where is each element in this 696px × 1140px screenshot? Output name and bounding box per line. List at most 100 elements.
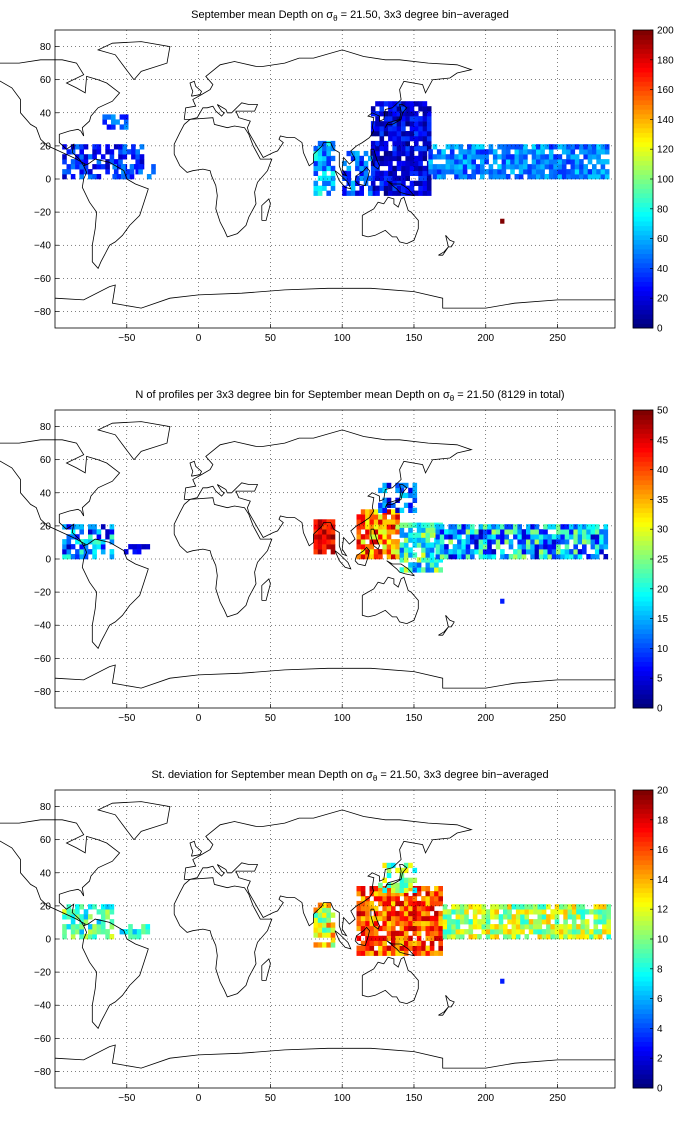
data-bin [416,915,422,922]
data-bin [408,905,413,912]
data-bin [375,121,380,127]
data-bin [554,904,560,910]
data-bin [412,552,418,558]
colorbar-tick-label: 20 [657,584,669,595]
data-bin [491,539,497,545]
data-bin [475,149,481,155]
y-tick-label: −60 [34,274,51,285]
data-bin [470,539,475,545]
data-bin [391,524,396,530]
colorbar-swatch [633,827,653,833]
data-bin [541,934,547,940]
data-bin [396,126,402,132]
data-bin [414,190,419,196]
colorbar-swatch [633,281,653,287]
data-bin [386,867,392,874]
data-bin [403,950,409,956]
data-bin [370,150,376,157]
data-bin [102,114,107,120]
data-bin [379,170,385,176]
data-bin [434,925,439,932]
data-bin [403,552,409,558]
data-bin [564,524,570,530]
data-bin [500,978,505,984]
data-bin [504,539,509,545]
data-bin [62,159,67,165]
data-bin [151,169,156,175]
data-bin [375,131,380,137]
data-bin [583,149,588,155]
colorbar-swatch [633,990,653,996]
data-bin [317,175,323,181]
data-bin [425,925,431,932]
colorbar-swatch [633,202,653,208]
data-bin [399,930,405,936]
data-bin [136,544,142,550]
data-bin [505,174,511,180]
colorbar-swatch [633,30,653,36]
colorbar-swatch [633,489,653,495]
data-bin [326,524,331,530]
data-bin [458,144,464,150]
data-bin [428,159,433,165]
data-bin [373,549,379,555]
data-bin [526,549,531,555]
colorbar-swatch [633,230,653,236]
y-tick-label: −20 [34,208,51,219]
data-bin [313,185,319,191]
data-bin [518,164,524,170]
data-bin [457,534,462,540]
colorbar-swatch [633,503,653,509]
data-bin [378,935,383,941]
data-bin [408,945,413,951]
data-bin [370,180,376,186]
data-bin [421,915,426,922]
data-bin [577,554,583,560]
data-bin [470,549,475,555]
data-bin [360,509,366,515]
data-bin [533,924,538,930]
data-bin [378,539,383,545]
colorbar-swatch [633,95,653,101]
data-bin [422,155,428,162]
data-bin [587,159,593,165]
data-bin [395,514,400,520]
data-bin [449,169,455,175]
data-bin [401,131,406,137]
data-bin [606,929,611,935]
data-bin [70,554,76,560]
y-tick-label: 60 [40,455,52,466]
colorbar-swatch [633,952,653,959]
data-bin [495,524,501,530]
data-bin [560,554,565,560]
data-bin [360,886,366,892]
colorbar-swatch [633,67,653,73]
data-bin [96,909,102,915]
data-bin [369,900,375,907]
data-bin [409,111,415,117]
data-bin [563,934,568,940]
data-bin [579,169,584,175]
data-bin [528,929,534,935]
data-bin [481,919,487,925]
data-bin [391,950,396,956]
data-bin [350,155,356,162]
data-bin [600,174,606,180]
data-bin [395,554,400,560]
data-bin [388,190,393,196]
data-bin [405,101,410,107]
panel-stdev: St. deviation for September mean Depth o… [0,760,696,1140]
data-bin [405,155,410,162]
data-bin [503,909,508,915]
data-bin [514,174,520,180]
data-bin [538,554,544,560]
data-bin [75,524,80,530]
data-bin [392,170,397,176]
data-bin [422,165,428,172]
data-bin [365,900,370,907]
data-bin [66,549,72,555]
data-bin [360,905,366,912]
data-bin [547,539,553,545]
data-bin [604,144,610,150]
data-bin [584,919,590,925]
